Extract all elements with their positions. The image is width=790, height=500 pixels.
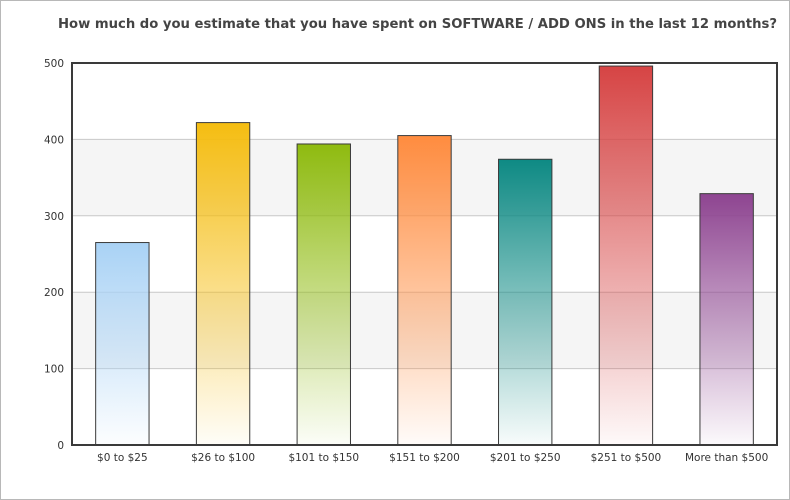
bars (95, 65, 754, 446)
y-tick-label: 100 (44, 364, 64, 376)
plot-border (71, 62, 778, 446)
bar (699, 193, 754, 446)
x-tick-label: $201 to $250 (490, 452, 561, 464)
x-tick-label: $251 to $500 (591, 452, 662, 464)
x-tick-label: $151 to $200 (389, 452, 460, 464)
bar (95, 242, 150, 446)
bar (598, 65, 654, 446)
bar (397, 135, 452, 446)
y-tick-label: 400 (44, 134, 64, 146)
bar (296, 143, 351, 446)
x-tick-label: $26 to $100 (191, 452, 255, 464)
chart-title: How much do you estimate that you have s… (58, 17, 777, 32)
y-tick-label: 500 (44, 58, 64, 70)
y-tick-label: 0 (57, 440, 64, 452)
x-axis-labels: $0 to $25 $26 to $100 $101 to $150 $151 to … (97, 452, 768, 464)
x-tick-label: $101 to $150 (288, 452, 359, 464)
y-axis-ticks: 0 100 200 300 400 500 (44, 58, 64, 452)
x-tick-label: More than $500 (685, 452, 768, 464)
bar (195, 122, 251, 446)
bar (498, 158, 553, 446)
x-tick-label: $0 to $25 (97, 452, 148, 464)
y-tick-label: 300 (44, 211, 64, 223)
y-tick-label: 200 (44, 287, 64, 299)
